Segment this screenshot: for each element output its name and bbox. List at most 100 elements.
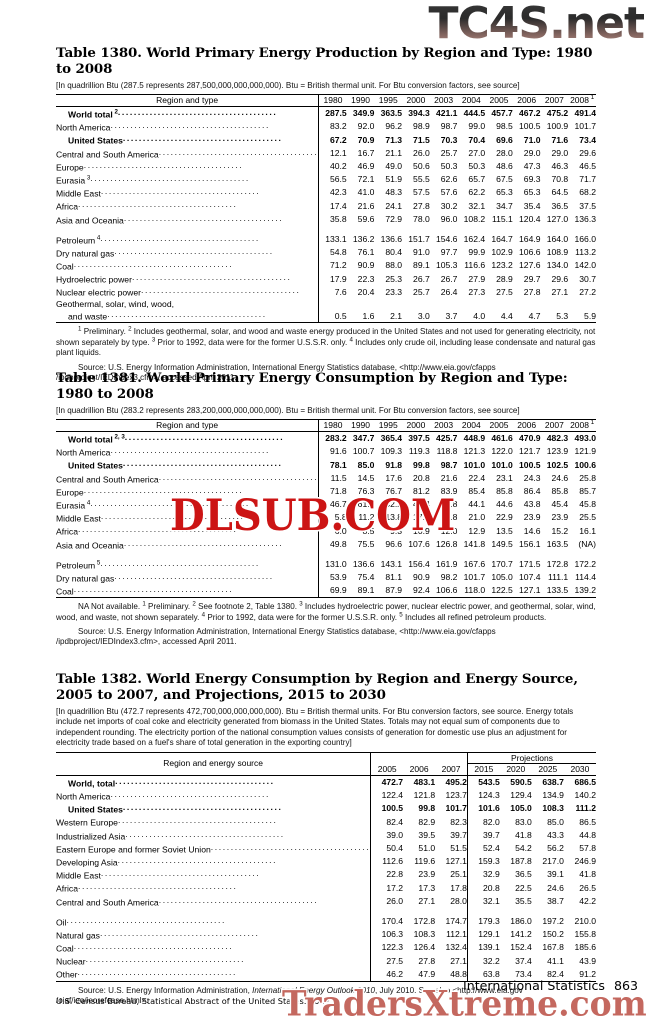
data-cell: 129.4 xyxy=(510,790,532,801)
data-cell: 121.8 xyxy=(413,790,436,801)
data-cell: 25.7 xyxy=(413,286,430,297)
data-cell: 72.1 xyxy=(357,174,375,185)
data-cell: 49.8 xyxy=(318,537,347,551)
data-cell: 590.5 xyxy=(510,777,532,788)
row-label: Middle East ............................… xyxy=(56,868,261,881)
column-header-2000: 2000 xyxy=(402,419,430,432)
data-cell: 13.8 xyxy=(385,512,403,523)
data-cell: 22.5 xyxy=(515,882,532,893)
data-cell: 493.0 xyxy=(574,433,596,444)
row-label: Oil ....................................… xyxy=(56,914,227,928)
data-cell: 127.6 xyxy=(519,260,541,271)
data-cell: 54.2 xyxy=(515,843,532,854)
leader-dots: ........................................ xyxy=(158,146,319,157)
leader-dots: ........................................ xyxy=(83,484,244,495)
data-cell: 119.6 xyxy=(414,856,436,867)
data-cell: 363.5 xyxy=(380,108,403,119)
leader-dots: ........................................ xyxy=(100,557,260,568)
table-1380-title: Table 1380. World Primary Energy Product… xyxy=(56,45,593,77)
data-cell: 210.0 xyxy=(574,915,596,926)
data-cell: 99.8 xyxy=(413,459,430,470)
column-header-1980: 1980 xyxy=(318,419,347,432)
data-cell: 114.4 xyxy=(575,572,596,583)
data-cell: 47.9 xyxy=(403,967,436,982)
footnote-marker: 5 xyxy=(95,559,101,567)
data-cell: 24.6 xyxy=(551,472,569,483)
data-cell: 27.8 xyxy=(413,200,430,211)
footnote-marker: 2 xyxy=(128,325,132,333)
table-1381-block: Table 1381. World Primary Energy Consump… xyxy=(56,370,596,648)
data-cell: 88.0 xyxy=(385,260,403,271)
leader-dots: ........................................ xyxy=(77,881,238,892)
row-label: Europe .................................… xyxy=(56,484,244,498)
table-1380: Region and type 1980 1990 1995 2000 2003 2004 2… xyxy=(56,94,596,324)
data-cell: 75.5 xyxy=(357,538,375,549)
data-cell: 461.6 xyxy=(491,433,513,444)
data-cell: 470.9 xyxy=(519,433,541,444)
data-cell: 55.5 xyxy=(413,174,430,185)
table-row: Africa .................................… xyxy=(56,199,596,213)
data-cell: 19.8 xyxy=(440,512,458,523)
data-cell: 172.8 xyxy=(546,558,569,569)
column-header-1995: 1995 xyxy=(374,94,403,107)
data-cell: 108.2 xyxy=(463,213,486,224)
data-cell: 112.6 xyxy=(370,854,404,869)
data-cell: 23.9 xyxy=(418,869,436,880)
data-cell: 6.0 xyxy=(318,524,347,538)
table-1382-title: Table 1382. World Energy Consumption by … xyxy=(56,671,578,703)
column-header-2007: 2007 xyxy=(540,94,569,107)
table-1381-headnote: [In quadrillion Btu (283.2 represents 28… xyxy=(56,406,520,415)
leader-dots: ........................................ xyxy=(100,232,260,243)
footnote-marker: 1 xyxy=(588,94,595,102)
data-cell: 156.1 xyxy=(519,538,541,549)
data-cell: 17.6 xyxy=(385,472,403,483)
data-cell: 83.0 xyxy=(515,816,532,827)
data-cell: 118.0 xyxy=(457,584,486,599)
data-cell: 12.9 xyxy=(468,525,486,536)
data-cell: 52.4 xyxy=(466,841,500,855)
leader-dots: ........................................ xyxy=(85,954,246,965)
table-1382-source: Source: U.S. Energy Information Administ… xyxy=(56,985,523,1006)
stub-header: Region and energy source xyxy=(56,751,371,776)
table-row: and waste ..............................… xyxy=(56,309,596,324)
data-cell: 21.1 xyxy=(385,147,403,158)
column-header-2000: 2000 xyxy=(402,94,430,107)
stub-header: Region and type xyxy=(56,419,319,432)
table-row: World total 2, 3 .......................… xyxy=(56,431,596,446)
data-cell: 139.2 xyxy=(568,584,596,599)
data-cell: 116.6 xyxy=(464,260,486,271)
column-header-2006: 2006 xyxy=(512,419,541,432)
data-cell: 136.2 xyxy=(352,233,375,244)
data-cell: 85.0 xyxy=(547,816,564,827)
data-cell: 85.8 xyxy=(496,486,513,497)
table-row: Eurasia 4 ..............................… xyxy=(56,497,596,512)
leader-dots: ........................................ xyxy=(110,120,270,131)
data-cell: 48.8 xyxy=(435,967,468,982)
data-cell: 83.2 xyxy=(318,120,347,134)
data-cell: 106.6 xyxy=(519,247,541,258)
data-cell: 99.9 xyxy=(468,247,486,258)
data-cell: 16.7 xyxy=(357,147,375,158)
row-label: and waste ..............................… xyxy=(56,309,319,324)
data-cell: 108.3 xyxy=(542,803,564,814)
data-cell: 57.6 xyxy=(440,187,458,198)
data-cell: 45.8 xyxy=(579,499,596,510)
data-cell: 164.7 xyxy=(491,233,513,244)
row-label: Hydroelectric power ....................… xyxy=(56,272,292,285)
data-cell: 21.0 xyxy=(468,512,486,523)
data-cell: 166.0 xyxy=(574,233,596,244)
column-header-1990: 1990 xyxy=(346,94,375,107)
data-cell: 25.7 xyxy=(440,147,458,158)
footnote-marker: 2 xyxy=(112,108,118,116)
stub-header: Region and type xyxy=(56,94,319,107)
leader-dots: ........................................ xyxy=(107,309,267,320)
data-cell: 39.7 xyxy=(450,829,467,840)
data-cell: 100.9 xyxy=(546,121,569,132)
data-cell: 35.5 xyxy=(515,895,532,906)
data-cell: 41.8 xyxy=(579,869,596,880)
data-cell: 38.7 xyxy=(547,895,564,906)
data-cell: 82.0 xyxy=(466,815,500,829)
data-cell: 56.5 xyxy=(318,172,347,187)
table-row: Middle East ............................… xyxy=(56,868,596,882)
data-cell: 22.9 xyxy=(496,512,513,523)
